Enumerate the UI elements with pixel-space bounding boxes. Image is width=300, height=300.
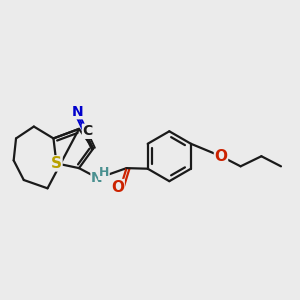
- Text: H: H: [99, 167, 109, 179]
- Text: O: O: [111, 180, 124, 195]
- Text: O: O: [214, 149, 227, 164]
- Text: N: N: [71, 105, 83, 119]
- Text: S: S: [51, 156, 62, 171]
- Text: N: N: [91, 171, 103, 185]
- Text: C: C: [82, 124, 93, 138]
